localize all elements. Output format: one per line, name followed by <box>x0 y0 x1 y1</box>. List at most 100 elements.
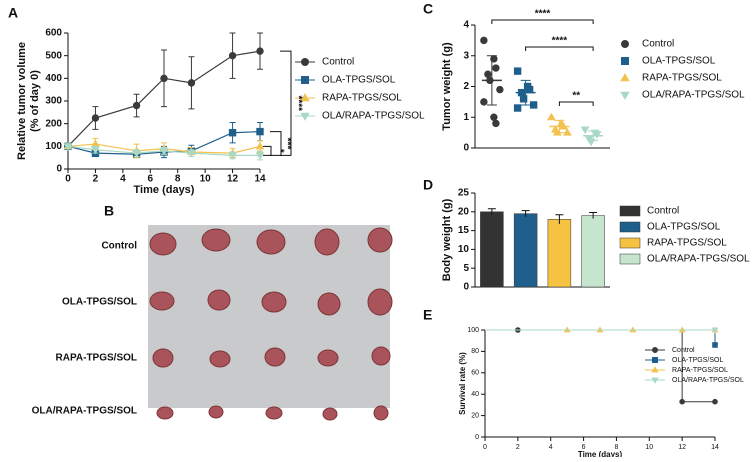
y-tick-label: 0 <box>463 143 469 154</box>
point <box>525 85 534 94</box>
point <box>228 129 237 137</box>
y-tick-label: 5 <box>463 263 469 274</box>
error-bar <box>588 130 599 141</box>
x-axis-label: Time (days) <box>578 450 623 457</box>
significance-label: **** <box>292 95 303 111</box>
y-tick-label: 3 <box>463 50 469 61</box>
point <box>160 74 168 83</box>
legend-label: RAPA-TPGS/SOL <box>647 238 727 249</box>
x-tick-label: 12 <box>227 174 239 185</box>
bar <box>581 215 605 288</box>
point <box>519 95 528 103</box>
tumor <box>152 348 174 368</box>
tumor <box>371 346 391 366</box>
legend-marker <box>300 93 310 102</box>
point <box>513 104 522 112</box>
y-tick-label: 200 <box>45 118 62 129</box>
point <box>480 98 488 106</box>
significance-label: ** <box>572 91 580 102</box>
survival-line <box>485 329 715 403</box>
legend-marker <box>300 112 310 121</box>
legend-swatch <box>619 253 641 265</box>
error-bar <box>520 79 531 106</box>
tumor <box>367 288 393 316</box>
error-bar <box>487 208 496 215</box>
y-tick-label: 100 <box>45 141 62 152</box>
y-tick-label: 60 <box>471 370 479 377</box>
tumor <box>209 350 231 368</box>
point <box>484 70 492 78</box>
legend-label: OLA/RAPA-TPGS/SOL <box>647 254 750 265</box>
legend-label: Control <box>647 206 679 217</box>
tumor <box>322 407 338 421</box>
legend-label: OLA-TPGS/SOL <box>672 357 723 364</box>
significance-bracket <box>280 50 292 156</box>
photo-background <box>148 225 390 408</box>
tumor <box>373 405 389 421</box>
error-bar <box>554 119 565 134</box>
significance-bracket <box>525 46 594 51</box>
legend-label: OLA/RAPA-TPGS/SOL <box>672 377 744 384</box>
x-tick-label: 6 <box>148 174 154 185</box>
point <box>256 127 264 136</box>
legend-marker <box>652 357 658 363</box>
tumor <box>264 347 286 367</box>
point <box>592 131 602 139</box>
legend-marker <box>301 76 309 84</box>
x-tick-label: 14 <box>711 444 719 451</box>
legend-marker <box>651 377 659 384</box>
y-tick-label: 10 <box>458 244 470 255</box>
y-tick-label: 300 <box>45 96 62 107</box>
legend-marker <box>620 91 630 100</box>
point <box>562 128 572 136</box>
legend-label: Control <box>322 57 354 68</box>
legend-swatch <box>619 221 641 233</box>
y-tick-label: 1 <box>463 112 469 123</box>
x-tick-label: 2 <box>516 444 520 451</box>
x-tick-label: 8 <box>175 174 181 185</box>
photo-row-label: Control <box>101 241 137 252</box>
point <box>256 47 264 55</box>
tumor <box>261 291 287 313</box>
y-tick-label: 0 <box>475 434 479 441</box>
x-tick-label: 0 <box>65 174 71 185</box>
x-tick-label: 4 <box>549 444 553 451</box>
tumor <box>367 227 393 253</box>
point <box>529 101 538 109</box>
tumor <box>201 228 231 252</box>
legend-marker <box>620 73 630 82</box>
y-tick-label: 2 <box>463 81 469 92</box>
point <box>492 64 500 72</box>
error-bar <box>521 210 530 217</box>
point <box>546 112 556 121</box>
point <box>492 119 500 128</box>
bar <box>547 219 572 288</box>
point <box>63 143 73 151</box>
point <box>132 150 141 158</box>
point <box>91 139 100 148</box>
significance-bracket <box>558 101 594 106</box>
significance-bracket <box>270 131 282 156</box>
panel-letter: B <box>104 203 114 219</box>
bar <box>480 211 504 288</box>
tumor <box>314 228 340 256</box>
legend-label: OLA/RAPA-TPGS/SOL <box>322 111 425 122</box>
point <box>187 79 196 87</box>
y-tick-label: 20 <box>458 206 470 217</box>
tumor <box>149 291 175 311</box>
legend-label: OLA/RAPA-TPGS/SOL <box>642 90 745 101</box>
point <box>91 114 100 122</box>
legend-label: RAPA-TPGS/SOL <box>672 367 728 374</box>
y-tick-label: 500 <box>45 50 62 61</box>
significance-label: *** <box>281 138 292 150</box>
x-tick-label: 4 <box>120 174 126 185</box>
point <box>490 113 498 121</box>
tumor <box>149 232 177 256</box>
point <box>228 152 237 160</box>
point <box>679 398 685 405</box>
photo-row-label: RAPA-TPGS/SOL <box>56 353 137 364</box>
y-tick-label: 15 <box>458 225 470 236</box>
x-tick-label: 2 <box>93 174 99 185</box>
point <box>159 147 169 156</box>
